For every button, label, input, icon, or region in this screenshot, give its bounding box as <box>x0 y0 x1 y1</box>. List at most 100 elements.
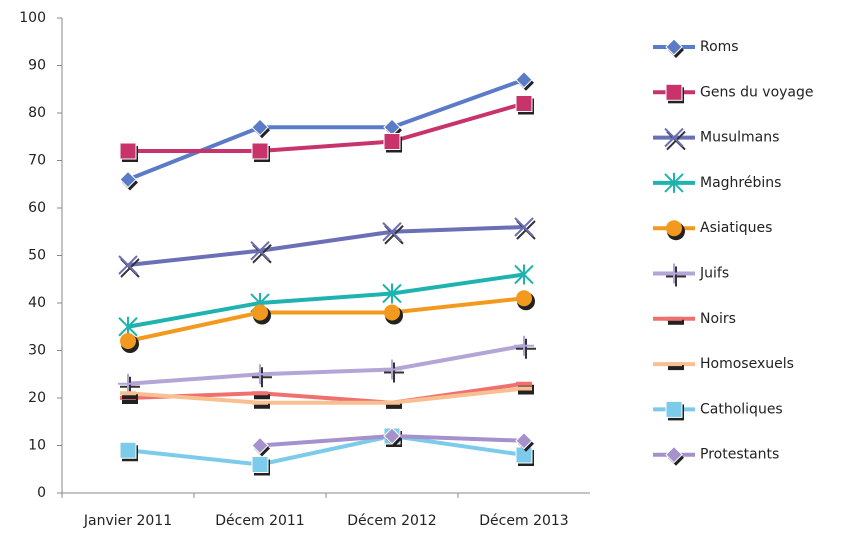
marker-part <box>664 263 684 284</box>
marker-part <box>251 456 269 473</box>
y-tick-label: 0 <box>37 485 46 501</box>
data-point <box>251 142 270 162</box>
marker-part <box>515 71 533 89</box>
y-tick-label: 70 <box>28 153 46 169</box>
marker-part <box>516 381 532 386</box>
x-tick-label: Décem 2012 <box>347 513 436 529</box>
series-line <box>127 272 525 329</box>
marker-part <box>250 364 270 385</box>
legend-label: Protestants <box>700 447 779 463</box>
data-point <box>516 290 535 311</box>
marker-part <box>119 170 137 189</box>
data-point <box>119 142 138 162</box>
data-point <box>514 217 536 240</box>
data-point <box>382 283 402 304</box>
data-point <box>118 373 140 397</box>
marker-part <box>383 133 401 150</box>
data-point <box>383 427 402 447</box>
data-point <box>514 335 536 359</box>
data-point <box>384 400 402 409</box>
data-point <box>382 359 404 383</box>
marker-part <box>382 283 402 304</box>
data-point <box>251 456 270 476</box>
marker-part <box>664 127 684 148</box>
marker-part <box>386 403 402 409</box>
data-point <box>251 436 270 457</box>
marker-part <box>666 220 682 237</box>
series-line <box>127 343 525 386</box>
legend-label: Gens du voyage <box>700 84 814 100</box>
y-tick-label: 40 <box>28 295 46 311</box>
data-point <box>383 133 402 153</box>
series-line <box>127 434 525 467</box>
legend-marker <box>666 362 684 371</box>
marker-part <box>665 445 683 464</box>
data-point <box>516 386 534 395</box>
series-line <box>127 381 525 405</box>
data-point <box>120 391 138 400</box>
marker-part <box>383 427 401 445</box>
marker-part <box>515 432 533 450</box>
legend-label: Juifs <box>699 266 729 282</box>
x-tick-label: Décem 2011 <box>215 513 304 529</box>
series-line <box>127 225 525 267</box>
legend-marker <box>664 263 686 287</box>
marker-part <box>382 359 402 380</box>
y-tick-label: 50 <box>28 248 46 264</box>
marker-part <box>122 399 138 404</box>
marker-part <box>516 338 536 359</box>
data-point <box>119 170 138 191</box>
series-line <box>128 101 525 153</box>
data-point <box>382 222 404 245</box>
marker-part <box>122 394 138 400</box>
legend-label: Catholiques <box>700 401 783 417</box>
y-tick-label: 30 <box>28 343 46 359</box>
marker-part <box>119 142 137 160</box>
marker-part <box>665 38 683 56</box>
data-point <box>252 304 271 325</box>
y-tick-label: 10 <box>28 438 46 454</box>
data-point <box>118 255 140 278</box>
legend-label: Homosexuels <box>700 356 794 372</box>
y-tick-label: 90 <box>28 58 46 74</box>
marker-part <box>254 403 270 409</box>
series-line <box>127 296 525 343</box>
marker-part <box>118 255 138 275</box>
legend-marker <box>666 220 685 241</box>
marker-part <box>665 400 683 418</box>
legend-marker <box>664 127 686 151</box>
marker-part <box>384 362 404 383</box>
y-tick-label: 60 <box>28 200 46 216</box>
x-tick-label: Décem 2013 <box>479 513 568 529</box>
data-point <box>515 432 534 452</box>
y-tick-label: 80 <box>28 105 46 121</box>
data-point <box>120 333 139 353</box>
legend-label: Roms <box>700 39 739 55</box>
legend-marker <box>665 400 684 421</box>
marker-part <box>254 394 270 400</box>
marker-part <box>118 373 138 394</box>
data-point <box>514 264 534 285</box>
marker-part <box>382 222 402 242</box>
marker-part <box>120 333 136 349</box>
data-point <box>515 71 534 91</box>
data-point <box>252 391 270 400</box>
marker-part <box>251 436 269 455</box>
marker-part <box>251 118 269 136</box>
marker-part <box>251 142 269 160</box>
data-point <box>515 95 534 115</box>
series-line <box>127 386 525 405</box>
legend-marker <box>665 83 684 104</box>
marker-part <box>252 391 268 396</box>
marker-part <box>666 362 682 367</box>
y-tick-label: 20 <box>28 390 46 406</box>
marker-part <box>252 304 268 321</box>
marker-part <box>666 316 682 321</box>
legend-label: Asiatiques <box>700 220 772 236</box>
marker-part <box>514 217 534 237</box>
legend-label: Noirs <box>700 311 736 327</box>
marker-part <box>668 365 684 371</box>
data-point <box>251 118 270 139</box>
legend-label: Musulmans <box>700 130 779 146</box>
